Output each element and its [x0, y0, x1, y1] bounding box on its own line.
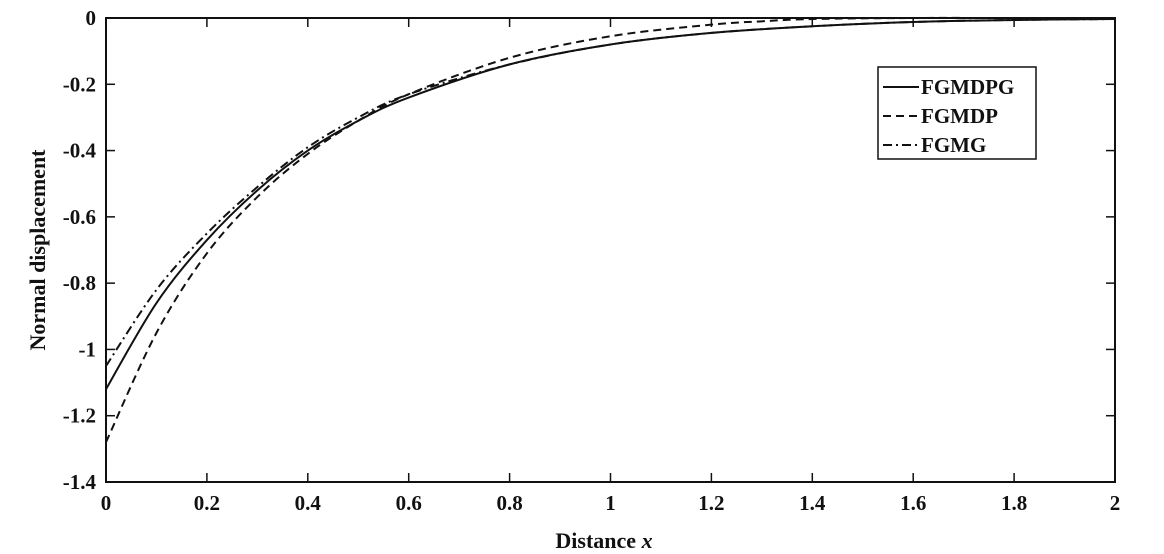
x-tick-label: 1.2: [698, 491, 724, 515]
ticks-layer: [105, 17, 1116, 483]
y-tick-label: -0.2: [63, 72, 96, 96]
x-tick-label: 1.6: [900, 491, 926, 515]
x-tick-label: 0: [101, 491, 112, 515]
x-tick-label: 1: [605, 491, 616, 515]
x-axis-title-text: Distance: [555, 528, 636, 553]
y-tick-label: -1.2: [63, 404, 96, 428]
y-tick-label: -1.4: [63, 470, 97, 494]
x-tick-label: 0.2: [194, 491, 220, 515]
y-tick-label: -0.8: [63, 271, 96, 295]
x-tick-label: 0.4: [295, 491, 322, 515]
legend-label: FGMDPG: [921, 75, 1014, 99]
x-axis-variable: x: [641, 528, 653, 553]
x-axis-title: Distance x: [555, 528, 652, 553]
legend-label: FGMDP: [921, 104, 998, 128]
x-tick-label: 1.8: [1001, 491, 1027, 515]
legend-box: [877, 66, 1037, 160]
y-axis-title: Normal displacement: [25, 149, 50, 351]
tick-labels-layer: 0 0.2 0.4 0.6 0.8 1 1.2 1.4 1.6 1.8 2 0 -0.2 -0.4 -0.6…: [63, 6, 1121, 515]
legend-label: FGMG: [921, 133, 986, 157]
series-line-fgmdp: [105, 16, 1115, 443]
x-tick-label: 0.8: [496, 491, 522, 515]
x-tick-label: 2: [1110, 491, 1121, 515]
y-tick-label: -0.4: [63, 139, 97, 163]
y-tick-label: -1: [79, 337, 97, 361]
x-tick-label: 0.6: [396, 491, 422, 515]
legend: FGMDPG FGMDP FGMG: [877, 66, 1037, 160]
x-tick-label: 1.4: [799, 491, 826, 515]
y-tick-label: -0.6: [63, 205, 96, 229]
y-tick-label: 0: [86, 6, 97, 30]
